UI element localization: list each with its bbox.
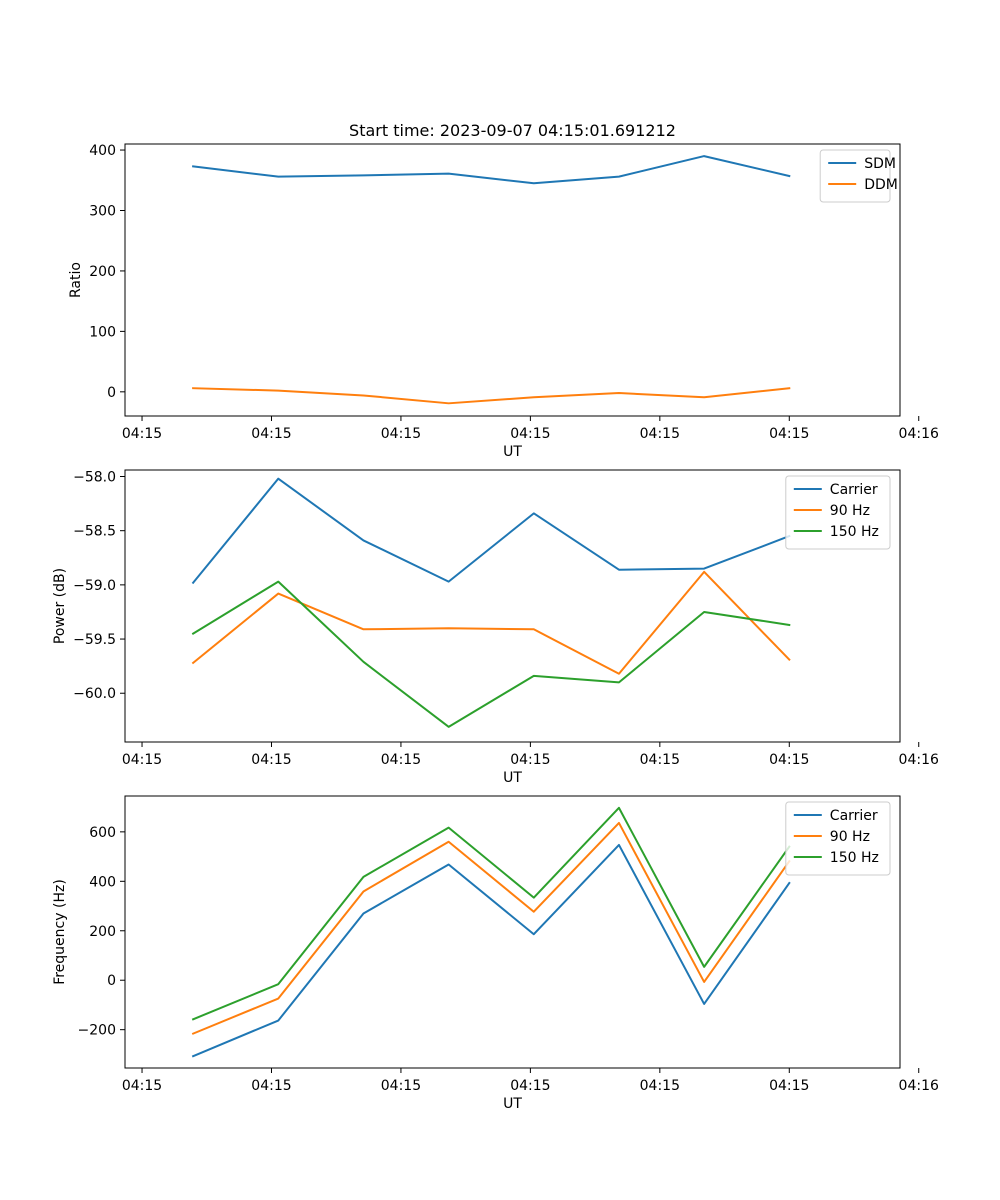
x-tick-label: 04:15	[769, 426, 809, 442]
x-tick-label: 04:15	[381, 426, 421, 442]
figure-title: Start time: 2023-09-07 04:15:01.691212	[349, 121, 676, 140]
x-axis-label: UT	[503, 1096, 522, 1112]
x-axis-label: UT	[503, 770, 522, 786]
y-tick-label: 0	[107, 385, 116, 401]
x-tick-label: 04:15	[769, 752, 809, 768]
series-line-ddm	[192, 387, 791, 405]
legend-label: DDM	[864, 177, 898, 193]
y-tick-label: 300	[89, 203, 116, 219]
x-tick-label: 04:15	[122, 752, 162, 768]
y-tick-label: 400	[89, 143, 116, 159]
y-tick-label: −200	[78, 1023, 116, 1039]
legend-label: 150 Hz	[830, 850, 879, 866]
x-tick-label: 04:15	[122, 426, 162, 442]
y-tick-label: −58.0	[73, 470, 116, 486]
x-tick-label: 04:16	[899, 426, 939, 442]
y-tick-label: 0	[107, 973, 116, 989]
axes-frame	[124, 469, 901, 743]
series-line-150-hz	[191, 580, 791, 728]
y-tick-label: −60.0	[73, 686, 116, 702]
legend: Carrier 90 Hz 150 Hz	[785, 475, 891, 550]
x-tick-label: 04:15	[381, 752, 421, 768]
axes-frame	[124, 795, 901, 1069]
x-tick-label: 04:15	[769, 1078, 809, 1094]
legend-label: 90 Hz	[830, 829, 870, 845]
legend-label: SDM	[864, 156, 896, 172]
x-axis-label: UT	[503, 444, 522, 460]
x-tick-label: 04:15	[122, 1078, 162, 1094]
legend: SDM DDM	[819, 149, 898, 203]
legend-label: Carrier	[830, 482, 878, 498]
x-tick-label: 04:15	[640, 1078, 680, 1094]
x-tick-label: 04:15	[640, 426, 680, 442]
series-line-carrier	[191, 843, 791, 1058]
series-line-150-hz	[191, 806, 791, 1021]
subplots: 04:15 04:15 04:15 04:15 04:15 04:15 04:16 0 100 2…	[52, 143, 939, 1112]
x-tick-label: 04:15	[251, 752, 291, 768]
y-tick-label: 400	[89, 874, 116, 890]
y-tick-label: −58.5	[73, 524, 116, 540]
x-tick-label: 04:15	[251, 426, 291, 442]
series-line-sdm	[192, 155, 791, 185]
y-tick-label: −59.0	[73, 578, 116, 594]
subplot-2: 04:15 04:15 04:15 04:15 04:15 04:15 04:16 −60.0…	[52, 469, 939, 786]
series-line-90-hz	[191, 821, 791, 1035]
subplot-3: 04:15 04:15 04:15 04:15 04:15 04:15 04:16 −200 0…	[52, 795, 939, 1112]
y-tick-label: 600	[89, 825, 116, 841]
x-tick-label: 04:15	[510, 1078, 550, 1094]
y-tick-label: 200	[89, 264, 116, 280]
y-tick-label: 200	[89, 924, 116, 940]
legend-label: Carrier	[830, 808, 878, 824]
axes-frame	[124, 143, 901, 417]
series-line-carrier	[191, 477, 791, 585]
x-tick-label: 04:15	[251, 1078, 291, 1094]
x-tick-label: 04:16	[899, 752, 939, 768]
y-axis-label: Ratio	[68, 262, 84, 298]
series-line-90-hz	[191, 570, 791, 675]
x-tick-label: 04:15	[381, 1078, 421, 1094]
y-axis-label: Power (dB)	[52, 568, 68, 644]
x-tick-label: 04:15	[510, 752, 550, 768]
y-tick-label: −59.5	[73, 632, 116, 648]
y-axis-label: Frequency (Hz)	[52, 879, 68, 985]
legend-label: 90 Hz	[830, 503, 870, 519]
x-tick-label: 04:16	[899, 1078, 939, 1094]
x-tick-label: 04:15	[510, 426, 550, 442]
legend: Carrier 90 Hz 150 Hz	[785, 801, 891, 876]
x-tick-label: 04:15	[640, 752, 680, 768]
y-tick-label: 100	[89, 324, 116, 340]
subplot-1: 04:15 04:15 04:15 04:15 04:15 04:15 04:16 0 100 2…	[68, 143, 939, 460]
legend-label: 150 Hz	[830, 524, 879, 540]
